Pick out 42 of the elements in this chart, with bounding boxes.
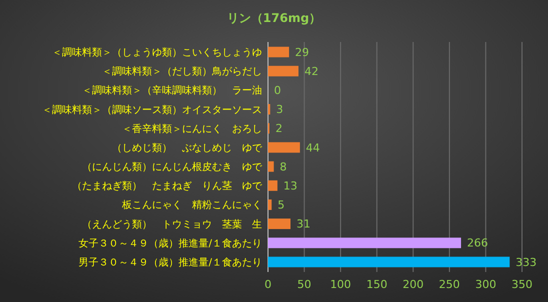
bar	[268, 256, 510, 268]
x-tick-label: 250	[438, 278, 460, 291]
y-tick-label: ＜調味料類＞（だし類）鳥がらだし	[102, 66, 262, 78]
bar	[268, 161, 274, 172]
y-tick-label: ＜調味料類＞（辛味調味料類） ラー油	[82, 84, 262, 97]
bar	[268, 142, 300, 153]
x-tick-label: 0	[264, 278, 272, 291]
data-label: 3	[276, 103, 284, 116]
y-tick-label: （たまねぎ類） たまねぎ りん茎 ゆで	[72, 180, 263, 192]
y-tick-label: （にんじん類）にんじん根皮むき ゆで	[82, 161, 263, 174]
y-tick-label: 男子３０～４９（歳）推進量/１食あたり	[78, 256, 262, 268]
data-label: 13	[283, 179, 298, 192]
data-label: 2	[275, 122, 282, 136]
y-tick-label: ＜調味料類＞（調味ソース類）オイスターソース	[42, 104, 262, 116]
y-tick-label: （えんどう類） トウミョウ 茎葉 生	[82, 218, 262, 230]
data-label: 31	[296, 218, 310, 231]
x-tick-label: 200	[402, 278, 424, 291]
y-tick-label: 板こんにゃく 精粉こんにゃく	[121, 199, 262, 212]
bar	[268, 199, 272, 210]
y-tick-label: 女子３０～４９（歳）推進量/１食あたり	[78, 237, 262, 250]
y-tick-label: （しめじ類） ぶなしめじ ゆで	[112, 142, 263, 154]
chart-title: リン（176mg）	[226, 11, 322, 25]
x-tick-label: 100	[330, 278, 352, 291]
data-label: 5	[278, 198, 285, 212]
data-label: 0	[274, 84, 281, 98]
data-label: 42	[304, 64, 318, 78]
data-label: 333	[516, 256, 537, 269]
bar	[268, 238, 462, 248]
bar	[268, 46, 290, 58]
x-tick-label: 350	[512, 278, 532, 291]
x-tick-label: 50	[297, 278, 312, 291]
bar	[268, 218, 290, 230]
y-tick-label: ＜調味料類＞（しょうゆ類）こいくちしょうゆ	[52, 46, 262, 59]
data-label: 8	[280, 160, 287, 174]
data-label: 266	[467, 236, 488, 250]
bar	[268, 66, 298, 76]
data-label: 29	[295, 46, 310, 59]
x-tick-label: 150	[366, 278, 388, 291]
bar	[268, 180, 278, 191]
x-tick-label: 300	[475, 278, 496, 291]
data-label: 44	[306, 141, 320, 154]
y-tick-label: ＜香辛料類＞にんにく おろし	[122, 122, 262, 135]
